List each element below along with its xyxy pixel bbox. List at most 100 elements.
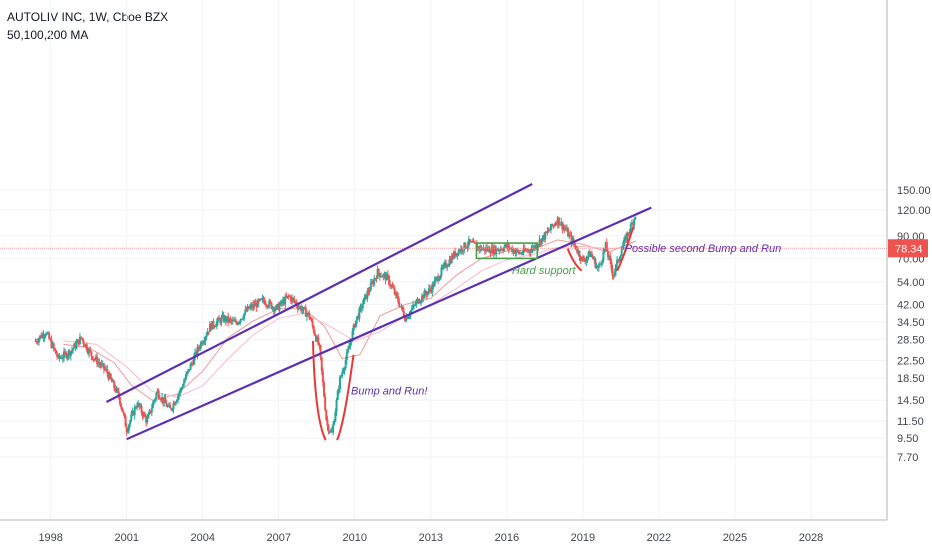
candle-body bbox=[333, 421, 336, 425]
candle-body bbox=[142, 413, 145, 417]
candle-body bbox=[470, 241, 473, 243]
candle-body bbox=[223, 316, 226, 322]
candle-body bbox=[243, 313, 246, 319]
time-axis[interactable]: 1998 2001 2004 2007 2010 2013 2016 2019 2022 2025… bbox=[38, 532, 823, 544]
candle-body bbox=[489, 252, 492, 254]
candle-body bbox=[334, 411, 337, 422]
candle-body bbox=[342, 370, 345, 373]
candle-body bbox=[115, 388, 118, 392]
candle-body bbox=[530, 249, 533, 253]
chart-title: AUTOLIV INC, 1W, Cboe BZX bbox=[7, 10, 169, 24]
candle-body bbox=[73, 343, 76, 349]
candle-body bbox=[458, 250, 461, 252]
candle-body bbox=[167, 405, 170, 407]
candle-body bbox=[105, 368, 108, 370]
candle-body bbox=[480, 246, 483, 251]
candle-body bbox=[280, 301, 283, 304]
candle-body bbox=[468, 239, 471, 243]
candle-body bbox=[440, 267, 443, 276]
candle-body bbox=[93, 358, 96, 360]
candle-body bbox=[237, 322, 240, 325]
candle-body bbox=[77, 339, 80, 345]
candle-body bbox=[328, 431, 331, 433]
candle-body bbox=[526, 250, 529, 252]
price-tick-label: 28.50 bbox=[897, 334, 925, 346]
candle-body bbox=[154, 398, 157, 401]
candle-body bbox=[166, 405, 169, 407]
candle-body bbox=[58, 354, 61, 358]
candle-body bbox=[147, 414, 150, 419]
candle-body bbox=[185, 374, 188, 380]
candle-body bbox=[194, 351, 197, 357]
candle-body bbox=[551, 223, 554, 227]
candle-body bbox=[97, 362, 100, 365]
candle-body bbox=[108, 373, 111, 380]
candle-body bbox=[557, 217, 560, 225]
candle-body bbox=[62, 351, 65, 358]
candle-body bbox=[592, 256, 595, 260]
candle-body bbox=[218, 317, 221, 320]
time-tick-label: 2001 bbox=[114, 532, 138, 544]
candle-body bbox=[401, 306, 404, 311]
candle-body bbox=[576, 249, 579, 253]
candle-body bbox=[633, 219, 636, 226]
candle-body bbox=[423, 291, 426, 299]
trend-drawings bbox=[0, 183, 887, 441]
candle-body bbox=[145, 416, 148, 423]
candle-body bbox=[417, 298, 420, 304]
candle-body bbox=[361, 304, 364, 309]
candle-body bbox=[310, 319, 313, 321]
candle-body bbox=[219, 319, 222, 324]
price-tick-label: 22.50 bbox=[897, 356, 925, 368]
indicator-legend[interactable]: 50,100,200 MA bbox=[7, 28, 89, 42]
candle-body bbox=[263, 300, 266, 305]
candle-body bbox=[42, 334, 45, 338]
candle-body bbox=[48, 332, 51, 339]
candle-body bbox=[57, 354, 60, 357]
candle-body bbox=[261, 298, 264, 300]
candle-body bbox=[195, 351, 198, 356]
candle-body bbox=[141, 412, 144, 417]
candle-body bbox=[337, 389, 340, 391]
candle-body bbox=[382, 274, 385, 277]
candle-body bbox=[349, 342, 352, 347]
price-axis[interactable]: 150.00120.0090.0070.0054.0042.0034.5028.… bbox=[888, 185, 931, 464]
candle-body bbox=[584, 260, 587, 262]
candle-body bbox=[215, 321, 218, 327]
candle-body bbox=[65, 352, 68, 358]
candle-body bbox=[500, 248, 503, 250]
candle-body bbox=[102, 363, 105, 369]
price-tick-label: 54.00 bbox=[897, 277, 925, 289]
candle-body bbox=[232, 320, 235, 322]
candle-body bbox=[165, 403, 168, 407]
candle-body bbox=[304, 307, 307, 317]
candle-body bbox=[330, 430, 333, 433]
candle-body bbox=[273, 309, 276, 312]
candle-body bbox=[368, 290, 371, 293]
candle-body bbox=[92, 358, 95, 360]
candle-body bbox=[375, 278, 378, 280]
candle-body bbox=[320, 357, 323, 371]
candle-body bbox=[200, 342, 203, 345]
candle-body bbox=[346, 349, 349, 353]
time-tick-label: 2022 bbox=[647, 532, 671, 544]
candle-body bbox=[294, 301, 297, 303]
candle-body bbox=[442, 264, 445, 268]
candle-body bbox=[247, 306, 250, 309]
candle-body bbox=[565, 228, 568, 231]
candle-body bbox=[175, 400, 178, 402]
candle-body bbox=[253, 303, 256, 307]
time-tick-label: 1998 bbox=[38, 532, 62, 544]
candle-body bbox=[74, 343, 77, 349]
candle-body bbox=[449, 259, 452, 264]
candle-body bbox=[545, 231, 548, 233]
price-tick-label: 7.70 bbox=[897, 452, 918, 464]
candle-body bbox=[462, 250, 465, 252]
candle-body bbox=[600, 263, 603, 265]
candle-body bbox=[173, 402, 176, 405]
candle-body bbox=[283, 300, 286, 305]
candle-body bbox=[250, 304, 253, 307]
candle-body bbox=[358, 308, 361, 319]
candle-body bbox=[597, 264, 600, 268]
